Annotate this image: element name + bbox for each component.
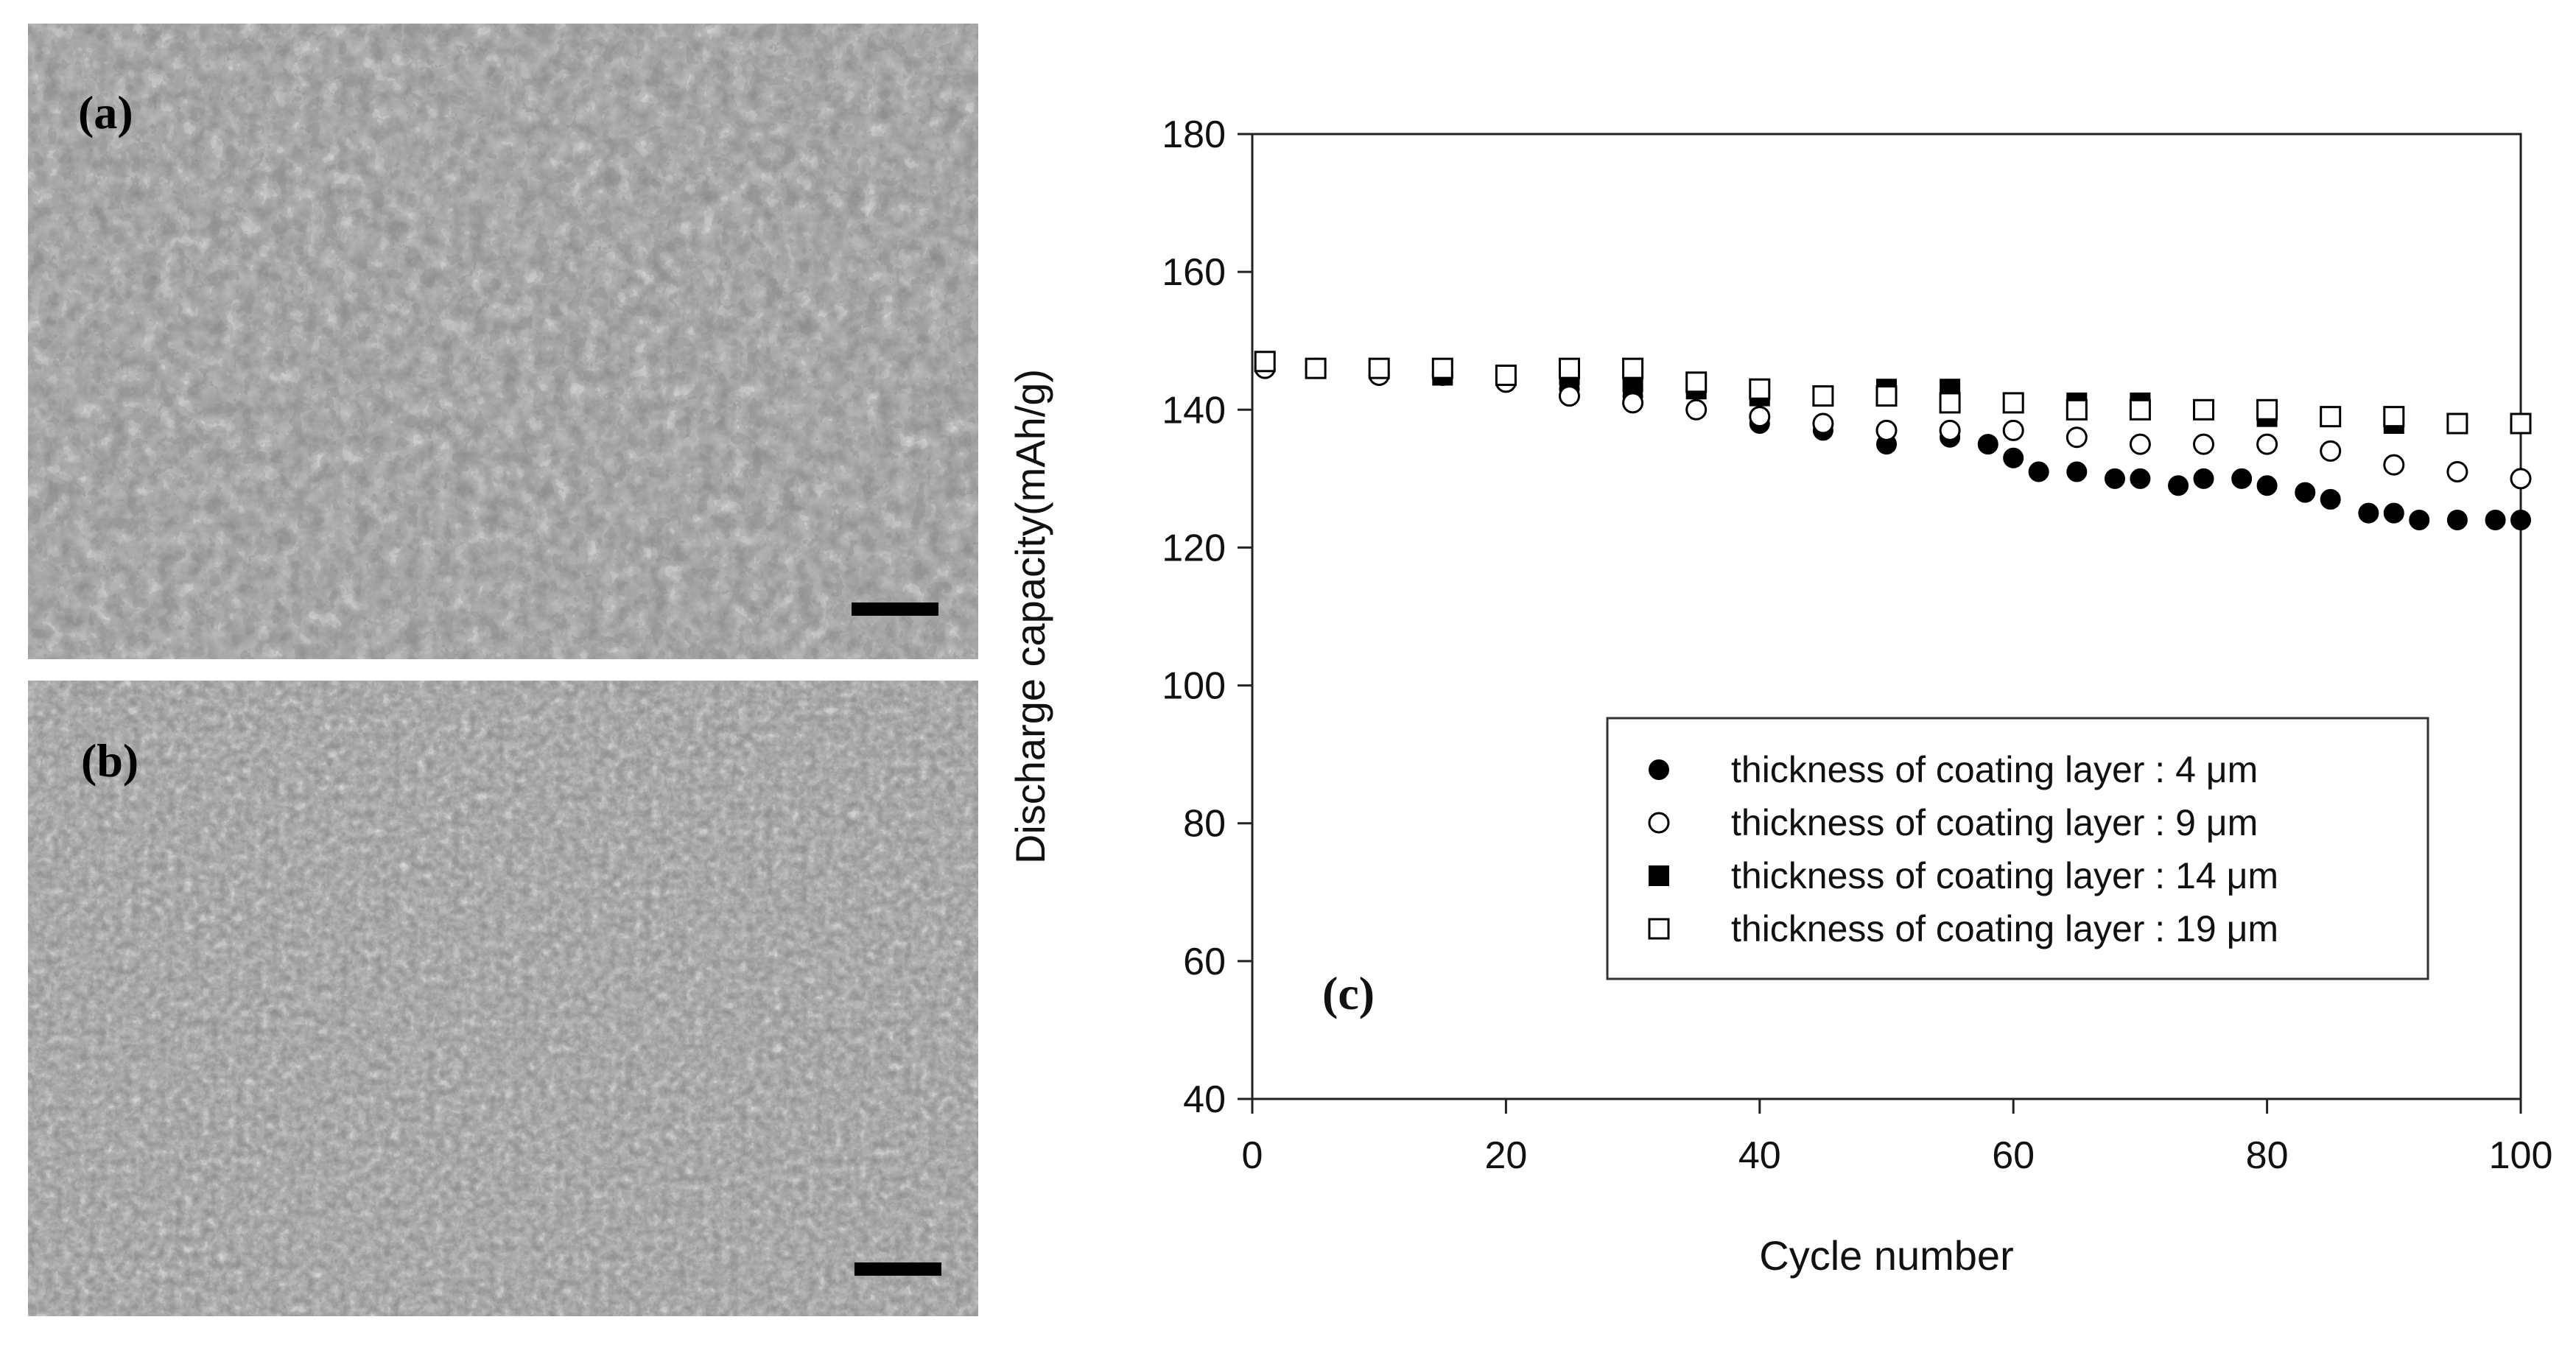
data-point: [2320, 488, 2341, 510]
data-point: [2193, 398, 2214, 421]
data-point: [1495, 365, 1517, 386]
x-axis-ticks: 0 20 40 60 80 100: [1242, 1099, 2553, 1177]
data-point: [1875, 419, 1898, 441]
data-point: [1749, 378, 1771, 400]
data-point: [2320, 440, 2342, 462]
data-point: [2358, 502, 2379, 524]
legend-marker: [1649, 865, 1669, 886]
data-point: [2104, 468, 2125, 489]
data-point: [2295, 482, 2316, 503]
data-point: [1812, 412, 1834, 435]
data-point: [1622, 357, 1644, 379]
sem-image-a: (a): [28, 24, 978, 659]
y-tick-label: 160: [1162, 251, 1226, 294]
y-tick-label: 140: [1162, 389, 1226, 432]
data-point: [2409, 510, 2430, 530]
data-point: [2320, 406, 2342, 428]
sem-image-b: (b): [28, 681, 978, 1316]
legend-marker: [1648, 918, 1670, 940]
y-axis-ticks: 40 60 80 100 120 140 160 180: [1162, 113, 1252, 1121]
panel-label-c: (c): [1322, 967, 1375, 1019]
data-point: [1622, 392, 1644, 414]
panel-label-a: (a): [78, 86, 133, 138]
data-point: [2003, 447, 2024, 468]
y-tick-label: 40: [1183, 1078, 1226, 1121]
data-point: [2066, 426, 2088, 449]
data-point: [2168, 475, 2189, 496]
data-point: [1939, 419, 1961, 441]
legend-marker: [1648, 812, 1670, 834]
y-tick-label: 80: [1183, 803, 1226, 846]
y-axis-label: Discharge capacity(mAh/g): [1007, 369, 1053, 864]
data-point: [2383, 406, 2405, 428]
data-point: [2510, 468, 2532, 490]
data-point: [2129, 433, 2151, 455]
x-tick-label: 60: [1992, 1134, 2035, 1177]
x-tick-label: 40: [1738, 1134, 1781, 1177]
discharge-capacity-chart: 40 60 80 100 120 140 160 180 0 20 40 60 80 100 Cycle…: [1007, 113, 2553, 1279]
data-point: [2485, 510, 2506, 530]
data-point: [2130, 468, 2151, 489]
data-point: [1875, 385, 1898, 407]
data-point: [1559, 357, 1580, 379]
legend-entry: thickness of coating layer : 19 μm: [1731, 908, 2278, 949]
data-point: [2446, 510, 2468, 530]
data-point: [1685, 398, 1708, 421]
y-tick-label: 180: [1162, 113, 1226, 156]
x-tick-label: 0: [1242, 1134, 1263, 1177]
data-point: [1685, 371, 1708, 393]
data-point: [2256, 433, 2278, 455]
panel-label-b: (b): [81, 734, 139, 787]
data-point: [2002, 419, 2024, 441]
data-point: [1368, 357, 1390, 379]
data-point: [2383, 454, 2405, 476]
data-point: [2066, 461, 2088, 482]
data-point: [2129, 398, 2151, 421]
data-point: [1749, 406, 1771, 428]
data-point: [2193, 468, 2214, 489]
plot-frame: [1251, 133, 2522, 1100]
data-point: [2446, 412, 2468, 435]
data-point: [1559, 385, 1580, 407]
x-tick-label: 100: [2489, 1134, 2553, 1177]
legend-entry: thickness of coating layer : 14 μm: [1731, 855, 2278, 896]
data-point: [2193, 433, 2214, 455]
data-point: [1939, 392, 1961, 414]
data-point: [2231, 468, 2253, 489]
x-tick-label: 80: [2246, 1134, 2289, 1177]
x-axis-label: Cycle number: [1759, 1232, 2013, 1279]
data-point: [2028, 461, 2049, 482]
data-point: [2383, 502, 2404, 524]
data-point: [1431, 357, 1453, 379]
y-tick-label: 120: [1162, 527, 1226, 569]
data-point: [1254, 351, 1276, 373]
sem-texture-b: [28, 681, 978, 1316]
data-point: [1305, 357, 1327, 379]
plot-border: [1251, 133, 2522, 1100]
y-tick-label: 100: [1162, 665, 1226, 708]
data-point: [2510, 510, 2531, 530]
legend: thickness of coating layer : 4 μm thickne…: [1606, 717, 2429, 980]
data-point: [2256, 398, 2278, 421]
scale-bar-b: [854, 1262, 941, 1276]
data-point: [2446, 461, 2468, 482]
data-point: [1977, 434, 1998, 455]
series-layer: [1254, 351, 2532, 530]
x-tick-label: 20: [1484, 1134, 1527, 1177]
series-4: [1254, 351, 2532, 435]
data-point: [2002, 392, 2024, 414]
data-point: [2256, 475, 2278, 496]
legend-marker: [1649, 759, 1669, 780]
scale-bar-a: [852, 603, 938, 616]
data-point: [2066, 398, 2088, 421]
sem-texture-a: [28, 24, 978, 659]
y-tick-label: 60: [1183, 941, 1226, 983]
legend-entry: thickness of coating layer : 9 μm: [1731, 802, 2258, 843]
legend-entry: thickness of coating layer : 4 μm: [1731, 749, 2258, 790]
data-point: [2510, 412, 2532, 435]
legend-box: [1606, 717, 2429, 980]
data-point: [1812, 385, 1834, 407]
